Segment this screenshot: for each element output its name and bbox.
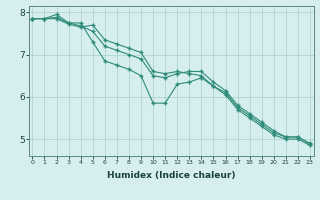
X-axis label: Humidex (Indice chaleur): Humidex (Indice chaleur) — [107, 171, 236, 180]
